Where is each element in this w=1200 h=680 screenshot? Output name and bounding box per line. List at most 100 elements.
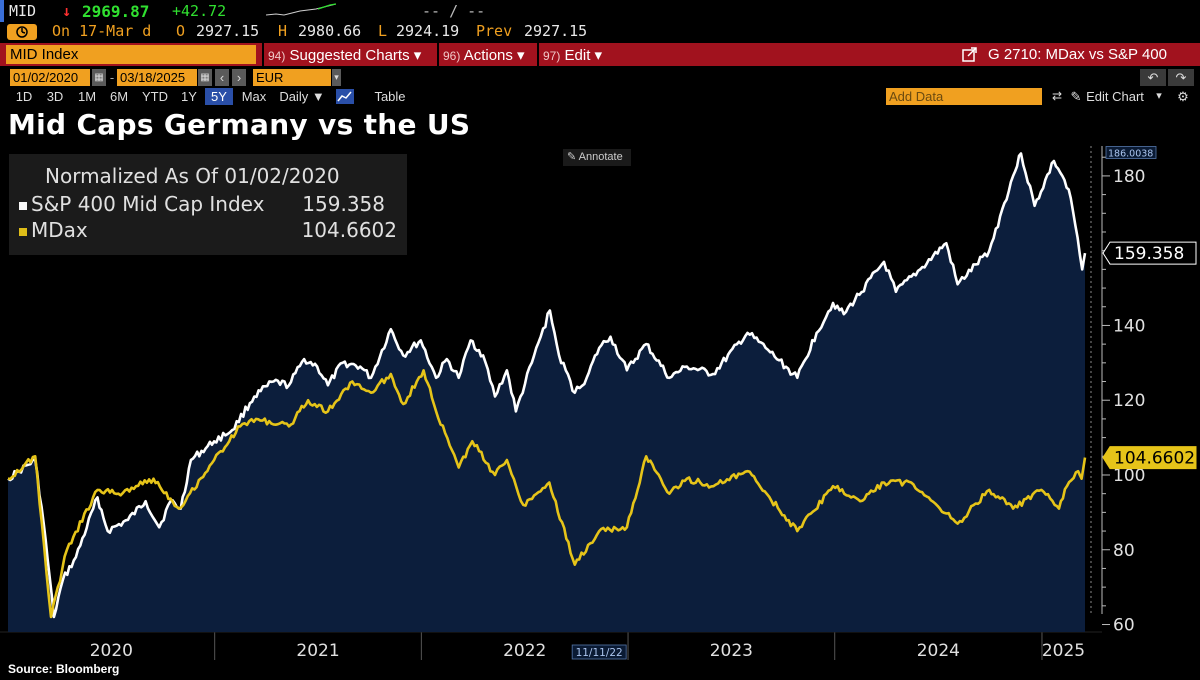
ticker-bar: MID ↓ 2969.87 +42.72 -- / -- [0, 0, 1200, 22]
ticker-symbol[interactable]: MID [9, 2, 37, 20]
sp400-area [8, 153, 1085, 632]
add-data-input[interactable]: Add Data [886, 88, 1042, 105]
quote-date: On 17-Mar d [52, 22, 152, 40]
table-button[interactable]: Table [374, 89, 406, 104]
range-3d[interactable]: 3D [46, 89, 64, 104]
chevron-down-icon[interactable]: ▾ [332, 69, 341, 86]
menu-label: Actions ▾ [463, 47, 525, 64]
max-label: 186.0038 [1108, 148, 1153, 159]
mdax-swatch [19, 227, 27, 236]
menu-divider [537, 43, 539, 66]
redo-icon[interactable]: ↷ [1168, 69, 1194, 86]
open-value: 2927.15 [196, 22, 260, 40]
x-tick-label: 2021 [296, 641, 339, 660]
sp400-line [7, 152, 1087, 619]
range-5y[interactable]: 5Y [205, 88, 233, 105]
range-6m[interactable]: 6M [109, 89, 129, 104]
legend-label: MDax [31, 218, 88, 242]
line-chart-icon[interactable] [336, 89, 354, 104]
chart-title: Mid Caps Germany vs the US [8, 108, 471, 141]
legend-entry-sp400: S&P 400 Mid Cap Index [19, 192, 264, 216]
annotate-button[interactable]: ✎ Annotate [563, 149, 631, 166]
y-tick-label: 100 [1113, 466, 1145, 486]
pencil-icon[interactable]: ✎ [1070, 89, 1082, 104]
range-ytd[interactable]: YTD [142, 89, 168, 104]
prev-label: Prev [476, 22, 513, 40]
ticker-marker [0, 0, 4, 22]
last-price: 2969.87 [82, 2, 150, 21]
x-tick-label: 2022 [503, 641, 546, 660]
high-label: H [278, 22, 288, 40]
range-1d[interactable]: 1D [15, 89, 33, 104]
x-tick-label: 2025 [1042, 641, 1085, 660]
sparkline-icon [266, 3, 336, 16]
suggested-charts-menu[interactable]: 94) Suggested Charts ▾ [268, 46, 421, 64]
calendar-icon[interactable]: ▦ [198, 69, 212, 86]
prev-value: 2927.15 [524, 22, 588, 40]
menu-label: Suggested Charts ▾ [289, 47, 422, 64]
actions-menu[interactable]: 96) Actions ▾ [443, 46, 525, 64]
frequency-select[interactable]: Daily ▼ [279, 89, 325, 104]
calendar-icon[interactable]: ▦ [92, 69, 106, 86]
x-tick-label: 2023 [710, 641, 753, 660]
legend-value: 159.358 [302, 192, 385, 216]
y-tick-label: 120 [1113, 391, 1145, 411]
range-1m[interactable]: 1M [77, 89, 97, 104]
edit-chart-button[interactable]: Edit Chart [1086, 89, 1144, 104]
y-tick-label: 80 [1113, 541, 1135, 561]
end-date-input[interactable]: 03/18/2025 [117, 69, 197, 86]
last-value-box [1102, 241, 1197, 265]
function-bar: MID Index 94) Suggested Charts ▾ 96) Act… [0, 43, 1200, 66]
range-1y[interactable]: 1Y [181, 89, 197, 104]
date-separator: - [108, 69, 116, 86]
range-max[interactable]: Max [241, 89, 267, 104]
menu-label: Edit ▾ [564, 47, 603, 64]
annotate-label: Annotate [578, 151, 623, 163]
menu-number: 97) [543, 49, 561, 63]
chevron-down-icon[interactable]: ▾ [1156, 90, 1162, 102]
legend-title: Normalized As Of 01/02/2020 [45, 164, 340, 188]
last-value-box [1102, 446, 1197, 470]
crosshair-date-label: 11/11/22 [576, 647, 623, 659]
undo-icon[interactable]: ↶ [1140, 69, 1166, 86]
settings-icon[interactable]: ⚙ [1177, 89, 1189, 104]
currency-select[interactable]: EUR [253, 69, 331, 86]
menu-number: 96) [443, 49, 461, 63]
date-bar: 01/02/2020 ▦ - 03/18/2025 ▦ ‹ › EUR ▾ ↶ … [0, 68, 1200, 87]
menu-divider [262, 43, 264, 66]
arrows-icon[interactable]: ⇄ [1051, 89, 1063, 103]
edit-menu[interactable]: 97) Edit ▾ [543, 46, 602, 64]
range-bar: 1D 3D 1M 6M YTD 1Y 5Y Max Daily ▼ Table … [0, 87, 1200, 106]
last-value-label: 159.358 [1114, 244, 1184, 264]
low-value: 2924.19 [396, 22, 460, 40]
max-label-box [1105, 146, 1157, 159]
x-tick-label: 2020 [90, 641, 133, 660]
range-placeholder: -- / -- [422, 2, 486, 20]
external-link-icon[interactable] [962, 47, 978, 62]
chevron-right-icon[interactable]: › [232, 69, 246, 86]
chevron-left-icon[interactable]: ‹ [215, 69, 229, 86]
legend-value: 104.6602 [301, 218, 397, 242]
down-arrow-icon: ↓ [62, 2, 72, 20]
source-note: Source: Bloomberg [8, 662, 120, 676]
clock-icon[interactable] [6, 23, 38, 41]
quote-details-bar: On 17-Mar d O 2927.15 H 2980.66 L 2924.1… [0, 21, 1200, 43]
x-tick-label: 2024 [917, 641, 960, 660]
y-tick-label: 60 [1113, 616, 1135, 636]
chart-legend[interactable]: Normalized As Of 01/02/2020 S&P 400 Mid … [9, 154, 407, 255]
security-field[interactable]: MID Index [6, 45, 256, 64]
mdax-line [7, 369, 1087, 619]
y-tick-label: 140 [1113, 316, 1145, 336]
y-tick-label: 180 [1113, 167, 1145, 187]
legend-entry-mdax: MDax [19, 218, 88, 242]
net-change: +42.72 [172, 2, 227, 20]
low-label: L [378, 22, 388, 40]
start-date-input[interactable]: 01/02/2020 [10, 69, 90, 86]
menu-number: 94) [268, 49, 286, 63]
open-label: O [176, 22, 186, 40]
legend-label: S&P 400 Mid Cap Index [31, 192, 265, 216]
chart-id: G 2710: MDax vs S&P 400 [988, 46, 1167, 63]
high-value: 2980.66 [298, 22, 362, 40]
sp400-swatch [19, 201, 27, 210]
